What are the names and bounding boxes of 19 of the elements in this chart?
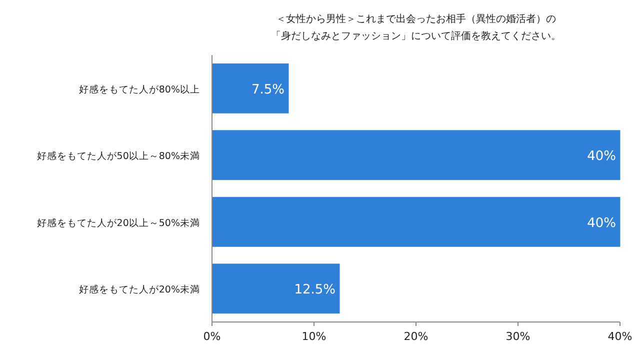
chart-title: ＜女性から男性＞これまで出会ったお相手（異性の婚活者）の [276,13,556,25]
data-label: 12.5% [294,282,336,298]
bar [212,196,620,247]
y-tick-label: 好感をもてた人が80%以上 [78,83,200,96]
y-tick-label: 好感をもてた人が50以上～80%未満 [36,150,200,162]
data-label: 40% [587,216,616,231]
bar [212,63,289,114]
x-tick-label: 10% [302,330,326,343]
data-label: 7.5% [251,82,284,98]
y-tick-label: 好感をもてた人が20%未満 [78,284,200,296]
x-tick-label: 30% [506,330,530,343]
x-tick-label: 20% [404,330,428,343]
y-tick-label: 好感をもてた人が20以上～50%未満 [36,216,200,229]
x-tick-label: 40% [608,330,632,343]
data-label: 40% [587,149,616,164]
x-tick-label: 0% [203,330,221,343]
bar [212,130,620,180]
bar [212,264,340,314]
chart-subtitle: 「身だしなみとファッション」について評価を教えてください。 [271,30,561,42]
